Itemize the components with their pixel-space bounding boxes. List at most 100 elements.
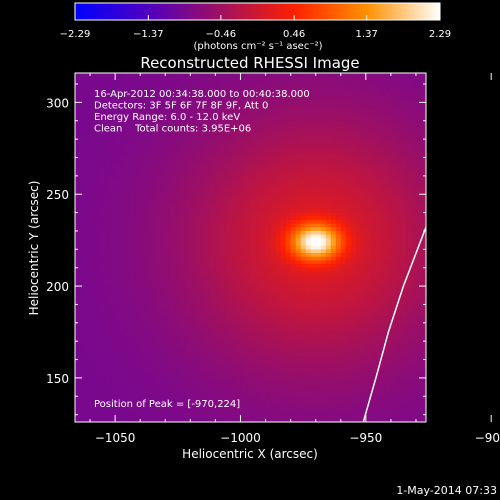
heatmap-cell [405, 216, 412, 221]
heatmap-cell [385, 73, 392, 78]
heatmap-cell [125, 102, 131, 107]
heatmap-cell [260, 249, 267, 254]
heatmap-cell [200, 142, 206, 148]
heatmap-cell [230, 102, 237, 107]
heatmap-cell [415, 87, 422, 92]
heatmap-cell [390, 109, 397, 115]
heatmap-cell [90, 300, 96, 306]
heatmap-cell [90, 260, 96, 265]
heatmap-cell [280, 293, 287, 298]
heatmap-cell [245, 234, 252, 239]
heatmap-cell [110, 289, 116, 295]
heatmap-cell [275, 264, 282, 269]
heatmap-cell [160, 106, 166, 111]
heatmap-cell [390, 194, 397, 199]
heatmap-cell [195, 311, 201, 317]
heatmap-cell [170, 216, 176, 221]
heatmap-cell [325, 190, 332, 195]
heatmap-cell [135, 293, 141, 298]
heatmap-cell [415, 98, 422, 103]
heatmap-cell [225, 205, 232, 210]
heatmap-cell [155, 219, 161, 225]
heatmap-cell [90, 201, 96, 206]
heatmap-cell [95, 319, 101, 324]
heatmap-cell [380, 91, 387, 96]
heatmap-cell [300, 157, 307, 162]
heatmap-cell [115, 245, 121, 250]
heatmap-cell [330, 297, 337, 302]
heatmap-cell [350, 120, 357, 126]
heatmap-cell [400, 245, 407, 250]
heatmap-cell [110, 267, 116, 272]
heatmap-cell [380, 186, 387, 192]
heatmap-cell [160, 282, 166, 287]
heatmap-cell [395, 98, 402, 103]
heatmap-cell [110, 102, 116, 107]
heatmap-cell [285, 297, 292, 302]
heatmap-cell [265, 293, 272, 298]
heatmap-cell [190, 311, 196, 317]
heatmap-cell [260, 172, 267, 177]
heatmap-cell [325, 109, 332, 115]
heatmap-cell [310, 183, 317, 188]
heatmap-cell [85, 249, 91, 254]
heatmap-cell [370, 205, 377, 210]
heatmap-cell [270, 84, 277, 89]
heatmap-cell [220, 289, 227, 295]
heatmap-cell [280, 87, 287, 92]
heatmap-cell [265, 256, 272, 261]
heatmap-cell [185, 282, 191, 287]
heatmap-cell [75, 201, 81, 206]
heatmap-cell [370, 102, 377, 107]
heatmap-cell [240, 186, 247, 192]
heatmap-cell [310, 124, 317, 129]
heatmap-cell [305, 150, 312, 155]
heatmap-cell [380, 241, 387, 247]
heatmap-cell [325, 172, 332, 177]
heatmap-cell [240, 311, 247, 317]
heatmap-cell [230, 153, 237, 159]
heatmap-cell [175, 124, 181, 129]
heatmap-cell [265, 113, 272, 118]
heatmap-cell [415, 91, 422, 96]
heatmap-cell [90, 267, 96, 272]
heatmap-cell [260, 179, 267, 184]
heatmap-cell [105, 157, 111, 162]
heatmap-cell [405, 315, 412, 320]
heatmap-cell [225, 146, 232, 151]
heatmap-cell [75, 330, 81, 335]
heatmap-cell [255, 300, 262, 306]
heatmap-cell [260, 223, 267, 228]
heatmap-cell [165, 216, 171, 221]
heatmap-cell [370, 153, 377, 159]
heatmap-cell [215, 113, 222, 118]
heatmap-cell [395, 315, 402, 320]
heatmap-cell [415, 308, 422, 313]
heatmap-cell [90, 256, 96, 261]
heatmap-cell [115, 76, 121, 81]
heatmap-cell [300, 234, 307, 239]
heatmap-cell [300, 300, 307, 306]
heatmap-cell [280, 238, 287, 243]
heatmap-cell [230, 117, 237, 122]
heatmap-cell [80, 275, 86, 280]
heatmap-cell [265, 315, 272, 320]
heatmap-cell [340, 98, 347, 103]
heatmap-cell [145, 73, 151, 78]
heatmap-cell [145, 124, 151, 129]
heatmap-cell [230, 150, 237, 155]
heatmap-cell [75, 249, 81, 254]
heatmap-cell [190, 139, 196, 144]
heatmap-cell [255, 84, 262, 89]
heatmap-cell [355, 264, 362, 269]
heatmap-cell [210, 300, 216, 306]
heatmap-cell [220, 304, 227, 309]
heatmap-cell [145, 106, 151, 111]
heatmap-cell [380, 142, 387, 148]
heatmap-cell [325, 186, 332, 192]
heatmap-cell [215, 297, 222, 302]
heatmap-cell [125, 113, 131, 118]
heatmap-cell [185, 260, 191, 265]
heatmap-cell [345, 135, 352, 140]
heatmap-cell [315, 326, 322, 331]
